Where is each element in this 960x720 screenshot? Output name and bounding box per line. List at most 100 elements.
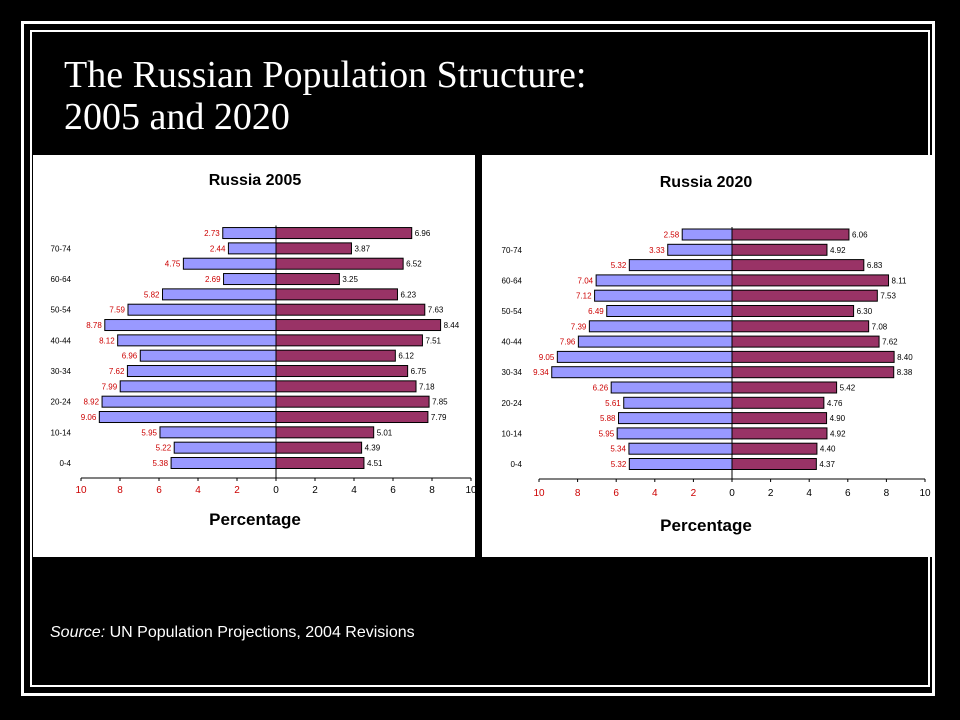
data-label-left: 6.49 bbox=[588, 307, 604, 316]
data-label-left: 6.96 bbox=[122, 352, 138, 361]
bar-left bbox=[594, 289, 733, 302]
bar-right bbox=[731, 228, 850, 241]
data-label-left: 8.92 bbox=[83, 398, 99, 407]
category-label: 40-44 bbox=[51, 336, 72, 345]
data-label-left: 2.73 bbox=[204, 229, 220, 238]
data-label-left: 7.12 bbox=[576, 292, 592, 301]
data-label-left: 5.32 bbox=[611, 261, 627, 270]
category-label: 60-64 bbox=[502, 276, 523, 285]
category-label: 50-54 bbox=[51, 306, 72, 315]
x-tick-label: 8 bbox=[575, 488, 581, 499]
data-label-right: 6.83 bbox=[867, 261, 883, 270]
bar-right bbox=[275, 365, 409, 378]
data-label-left: 2.44 bbox=[210, 244, 226, 253]
bar-right bbox=[275, 273, 340, 286]
bar-right bbox=[275, 395, 430, 408]
category-label: 10-14 bbox=[51, 428, 72, 437]
bar-left bbox=[159, 426, 277, 439]
x-tick-label: 10 bbox=[75, 485, 87, 496]
data-label-right: 4.51 bbox=[367, 459, 383, 468]
slide-title-line-2: 2005 and 2020 bbox=[64, 96, 290, 138]
bar-right bbox=[731, 335, 880, 348]
data-label-left: 7.96 bbox=[560, 338, 576, 347]
source-prefix: Source: bbox=[50, 624, 106, 641]
bar-right bbox=[275, 380, 417, 393]
data-label-right: 6.06 bbox=[852, 231, 868, 240]
category-label: 30-34 bbox=[51, 367, 72, 376]
population-pyramid-2020: Russia 2020 5.32 4.37 0-4 5.34 4.40 5.95 4.92 10… bbox=[502, 174, 931, 535]
data-label-left: 9.05 bbox=[539, 353, 555, 362]
data-label-right: 6.96 bbox=[415, 229, 431, 238]
x-tick-label: 8 bbox=[884, 488, 890, 499]
bar-right bbox=[731, 442, 818, 455]
x-tick-label: 6 bbox=[613, 488, 619, 499]
slide-title-line-1: The Russian Population Structure: bbox=[64, 54, 587, 96]
bar-left bbox=[628, 442, 733, 455]
data-label-right: 3.87 bbox=[354, 244, 370, 253]
bar-left bbox=[126, 365, 277, 378]
data-label-right: 6.30 bbox=[857, 307, 873, 316]
data-label-right: 7.63 bbox=[428, 306, 444, 315]
data-label-right: 4.39 bbox=[365, 444, 381, 453]
category-label: 0-4 bbox=[59, 459, 71, 468]
bar-left bbox=[618, 412, 733, 425]
data-label-left: 7.99 bbox=[102, 382, 118, 391]
data-label-right: 8.40 bbox=[897, 353, 913, 362]
data-label-right: 6.75 bbox=[411, 367, 427, 376]
data-label-left: 5.82 bbox=[144, 290, 160, 299]
bar-left bbox=[551, 366, 733, 379]
data-label-left: 8.12 bbox=[99, 336, 115, 345]
data-label-left: 5.38 bbox=[153, 459, 169, 468]
x-tick-label: 4 bbox=[806, 488, 812, 499]
bar-left bbox=[173, 441, 277, 454]
bar-left bbox=[170, 457, 277, 469]
data-label-left: 2.58 bbox=[664, 231, 680, 240]
chart-panel-russia-2005: Russia 2005 5.38 4.51 0-4 5.22 4.39 5.95 5.01 10… bbox=[33, 155, 475, 557]
data-label-left: 5.95 bbox=[141, 428, 157, 437]
bar-left bbox=[104, 319, 277, 332]
bar-left bbox=[182, 257, 277, 270]
data-label-right: 4.92 bbox=[830, 429, 846, 438]
bar-right bbox=[731, 366, 895, 379]
x-tick-label: 10 bbox=[919, 488, 931, 499]
data-label-left: 6.26 bbox=[593, 384, 609, 393]
data-label-right: 7.85 bbox=[432, 398, 448, 407]
category-label: 70-74 bbox=[51, 244, 72, 253]
data-label-left: 5.88 bbox=[600, 414, 616, 423]
source-text: UN Population Projections, 2004 Revision… bbox=[105, 624, 415, 641]
x-tick-label: 2 bbox=[691, 488, 697, 499]
data-label-right: 7.08 bbox=[872, 322, 888, 331]
bar-right bbox=[731, 412, 828, 425]
bar-left bbox=[98, 411, 277, 424]
bar-right bbox=[731, 274, 890, 287]
data-label-right: 7.51 bbox=[425, 336, 441, 345]
bar-left bbox=[119, 380, 277, 393]
bar-right bbox=[731, 259, 865, 272]
bar-right bbox=[275, 303, 426, 316]
data-label-left: 7.39 bbox=[571, 322, 587, 331]
x-tick-label: 4 bbox=[351, 485, 357, 496]
x-tick-label: 6 bbox=[845, 488, 851, 499]
category-label: 40-44 bbox=[502, 338, 523, 347]
category-label: 20-24 bbox=[502, 399, 523, 408]
bar-left bbox=[162, 288, 277, 301]
bar-left bbox=[610, 381, 733, 394]
bar-left bbox=[227, 242, 277, 255]
data-label-right: 5.01 bbox=[377, 428, 393, 437]
bar-left bbox=[588, 320, 733, 333]
x-tick-label: 10 bbox=[533, 488, 545, 499]
bar-right bbox=[275, 349, 396, 362]
slide-outer-frame bbox=[21, 21, 935, 696]
bar-right bbox=[275, 288, 398, 301]
data-label-right: 8.44 bbox=[444, 321, 460, 330]
data-label-right: 6.23 bbox=[400, 290, 416, 299]
x-tick-label: 6 bbox=[156, 485, 162, 496]
category-label: 0-4 bbox=[510, 460, 522, 469]
data-label-left: 3.33 bbox=[649, 246, 665, 255]
bar-right bbox=[731, 427, 828, 440]
data-label-left: 5.61 bbox=[605, 399, 621, 408]
bar-right bbox=[275, 426, 375, 439]
bar-right bbox=[275, 319, 442, 332]
bar-left bbox=[127, 303, 277, 316]
population-pyramid-2005: Russia 2005 5.38 4.51 0-4 5.22 4.39 5.95 5.01 10… bbox=[51, 172, 475, 529]
